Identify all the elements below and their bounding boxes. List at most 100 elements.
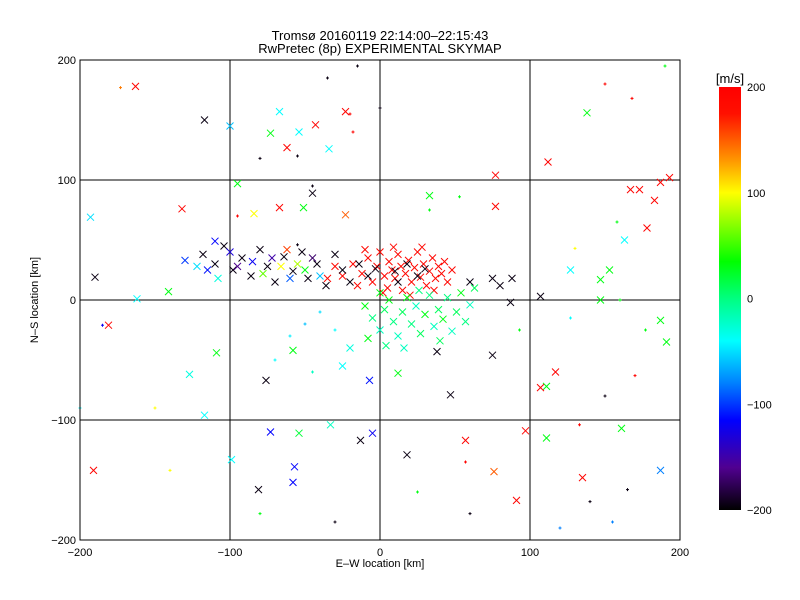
colorbar (719, 87, 741, 510)
plus-marker (416, 490, 419, 494)
cross-marker (656, 466, 665, 475)
x-tick-label: 0 (377, 547, 383, 559)
plus-marker (333, 328, 337, 332)
cross-marker (262, 376, 270, 385)
cross-marker (364, 272, 372, 280)
plus-marker (644, 328, 647, 332)
cross-marker (617, 424, 626, 433)
cross-marker (431, 274, 440, 283)
cross-marker (650, 196, 659, 205)
plus-marker (119, 86, 122, 90)
x-tick-label: −100 (218, 547, 243, 559)
cross-marker (322, 281, 330, 290)
cross-marker (373, 262, 381, 271)
cross-marker (521, 426, 530, 435)
cross-marker (341, 210, 350, 219)
cross-marker (226, 122, 234, 130)
cross-marker (394, 369, 402, 378)
cross-marker (376, 248, 384, 256)
cross-marker (466, 300, 474, 309)
cross-marker (425, 291, 434, 300)
cross-marker (277, 262, 285, 271)
cross-marker (368, 429, 377, 438)
cross-marker (200, 116, 209, 124)
cross-marker (401, 269, 410, 278)
plus-marker (569, 316, 572, 320)
plus-marker (558, 526, 562, 530)
plus-marker (153, 406, 157, 410)
cross-marker (233, 179, 242, 188)
cross-marker (289, 346, 297, 355)
cross-marker (185, 370, 194, 379)
plus-marker (630, 96, 634, 100)
cross-marker (643, 224, 651, 232)
cross-marker (248, 257, 257, 266)
cross-marker (448, 327, 456, 336)
cross-marker (656, 178, 665, 187)
cross-marker (331, 262, 339, 271)
cross-marker (259, 269, 267, 278)
cross-marker (542, 434, 551, 442)
plus-marker (168, 468, 172, 472)
plus-marker (518, 328, 521, 332)
cross-marker (193, 262, 201, 271)
plus-marker (663, 64, 667, 68)
cross-marker (440, 257, 449, 266)
cross-marker (286, 274, 294, 283)
cross-marker (403, 450, 411, 459)
cross-marker (203, 266, 212, 274)
cross-marker (355, 260, 363, 268)
cross-marker (211, 260, 219, 268)
cross-marker (578, 473, 587, 482)
cross-marker (452, 308, 461, 316)
cross-marker (200, 411, 209, 420)
colorbar-tick-label: −100 (747, 399, 772, 411)
x-tick-label: 200 (671, 547, 689, 559)
cross-marker (398, 286, 407, 295)
x-axis-label: E–W location [km] (336, 558, 425, 570)
cross-marker (466, 278, 474, 286)
cross-marker (403, 260, 411, 268)
y-axis-label: N–S location [km] (29, 257, 41, 343)
cross-marker (430, 322, 438, 331)
plus-marker (626, 488, 629, 492)
cross-marker (566, 266, 575, 274)
colorbar-tick-label: 200 (747, 82, 765, 94)
cross-marker (283, 245, 291, 254)
colorbar-tick-labels: 200 100 0 −100 −200 (747, 82, 772, 517)
cross-marker (596, 275, 605, 284)
cross-marker (443, 278, 452, 286)
cross-marker (290, 462, 299, 471)
plus-marker (273, 358, 277, 362)
cross-marker (656, 316, 665, 325)
plus-marker (618, 298, 622, 302)
cross-marker (551, 368, 560, 376)
plus-marker (311, 370, 314, 374)
colorbar-tick-label: 0 (747, 294, 753, 306)
cross-marker (391, 267, 399, 276)
plus-marker (288, 334, 292, 338)
cross-marker (605, 266, 614, 274)
cross-marker (91, 273, 99, 282)
cross-marker (323, 274, 332, 283)
chart-title: Tromsø 20160119 22:14:00–22:15:43 (272, 28, 489, 43)
cross-marker (325, 144, 333, 153)
cross-marker (131, 82, 140, 91)
y-tick-label: 100 (58, 175, 76, 187)
cross-marker (133, 294, 141, 303)
cross-marker (536, 383, 545, 392)
cross-marker (403, 293, 411, 302)
cross-marker (254, 485, 263, 494)
cross-marker (488, 274, 497, 283)
plus-marker (101, 323, 104, 327)
cross-marker (275, 107, 284, 116)
cross-marker (229, 266, 237, 274)
cross-marker (199, 250, 207, 259)
cross-marker (412, 302, 420, 310)
cross-marker (415, 286, 423, 295)
cross-marker (583, 108, 591, 117)
cross-marker (379, 288, 387, 297)
cross-marker (434, 305, 443, 314)
plus-marker (351, 130, 355, 134)
